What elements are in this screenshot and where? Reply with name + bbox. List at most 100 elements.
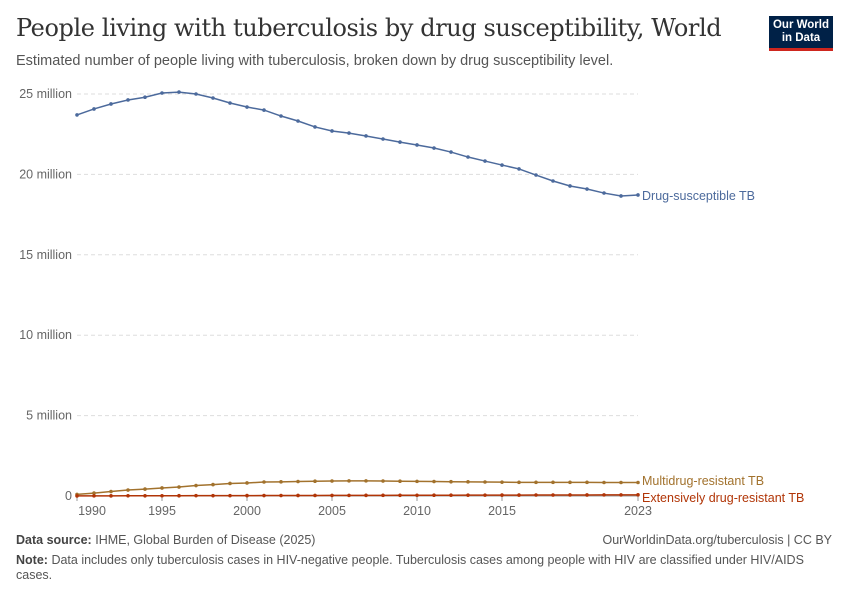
y-tick-label: 15 million	[19, 248, 72, 262]
series-line	[76, 480, 638, 496]
data-point	[194, 483, 198, 488]
data-point	[500, 480, 504, 484]
data-point	[466, 155, 470, 159]
data-point	[330, 493, 334, 498]
data-point	[415, 479, 419, 484]
data-point	[262, 493, 266, 498]
data-point	[619, 480, 623, 485]
y-tick-label: 0	[65, 489, 72, 503]
data-point	[143, 95, 147, 100]
data-point	[194, 92, 198, 96]
data-point	[398, 493, 402, 498]
data-point	[211, 493, 215, 498]
data-point	[160, 91, 164, 95]
data-point	[517, 493, 521, 497]
data-point	[585, 480, 589, 485]
series-line	[76, 91, 639, 197]
line-chart: 0 5 million 10 million 15 million 20 million…	[19, 87, 804, 518]
series-label: Drug-susceptible TB	[642, 189, 755, 203]
x-tick-label: 1995	[148, 504, 176, 518]
data-point	[228, 481, 232, 486]
data-point	[602, 191, 606, 195]
data-point	[296, 493, 300, 498]
data-point	[143, 493, 147, 498]
y-tick-label: 25 million	[19, 87, 72, 101]
data-point	[517, 480, 521, 485]
y-tick-label: 5 million	[26, 409, 72, 423]
data-point	[177, 485, 181, 489]
data-point	[432, 146, 436, 150]
chart-subtitle: Estimated number of people living with t…	[16, 53, 614, 69]
data-point	[534, 493, 538, 497]
data-point	[585, 187, 589, 191]
data-point	[415, 143, 419, 147]
data-point	[92, 494, 96, 498]
data-point	[75, 494, 79, 498]
x-tick-label: 2010	[403, 504, 431, 518]
data-point	[432, 493, 436, 498]
data-point	[296, 479, 300, 484]
data-point	[364, 493, 368, 498]
data-point	[245, 493, 249, 498]
data-point	[483, 493, 487, 497]
data-point	[483, 159, 487, 163]
data-point	[347, 493, 351, 498]
data-point	[364, 134, 368, 138]
data-point	[262, 480, 266, 484]
data-point	[381, 479, 385, 483]
data-point	[228, 493, 232, 498]
data-point	[449, 479, 453, 484]
data-point	[602, 480, 606, 485]
x-tick-label: 2015	[488, 504, 516, 518]
source-url[interactable]: OurWorldinData.org/tuberculosis | CC BY	[602, 533, 833, 547]
data-point	[398, 140, 402, 144]
data-point	[347, 131, 351, 135]
data-point	[177, 493, 181, 498]
chart-title: People living with tuberculosis by drug …	[16, 14, 722, 42]
data-point	[160, 493, 164, 498]
data-point	[109, 489, 113, 494]
series-label: Extensively drug-resistant TB	[642, 491, 804, 505]
data-point	[92, 107, 96, 111]
data-point	[568, 184, 572, 188]
data-point	[602, 493, 606, 497]
data-point	[500, 493, 504, 497]
data-point	[636, 493, 640, 497]
x-tick-label: 1990	[78, 504, 106, 518]
data-point	[109, 102, 113, 106]
data-point	[313, 493, 317, 498]
data-point	[245, 105, 249, 109]
data-point	[126, 98, 130, 102]
data-point	[364, 479, 368, 483]
data-point	[585, 493, 589, 497]
data-point	[432, 479, 436, 484]
data-point	[194, 493, 198, 498]
data-point	[619, 493, 623, 497]
data-point	[415, 493, 419, 498]
data-point	[245, 481, 249, 485]
footnote: Note: Data includes only tuberculosis ca…	[16, 553, 804, 582]
data-point	[177, 90, 181, 94]
data-point	[228, 101, 232, 105]
data-source: Data source: IHME, Global Burden of Dise…	[16, 533, 316, 547]
data-point	[126, 494, 130, 498]
data-point	[109, 494, 113, 498]
owid-logo[interactable]: Our World in Data	[769, 16, 833, 51]
data-point	[160, 486, 164, 490]
data-point	[143, 487, 147, 491]
data-point	[92, 491, 96, 495]
data-point	[449, 150, 453, 154]
data-point	[211, 482, 215, 487]
data-point	[262, 108, 266, 112]
data-point	[279, 493, 283, 498]
data-point	[279, 114, 283, 118]
data-point	[75, 113, 79, 117]
data-point	[517, 167, 521, 171]
data-point	[211, 96, 215, 100]
x-tick-label: 2000	[233, 504, 261, 518]
data-point	[313, 479, 317, 484]
data-point	[500, 163, 504, 167]
data-point	[279, 480, 283, 484]
data-point	[636, 480, 640, 485]
data-point	[466, 493, 470, 497]
